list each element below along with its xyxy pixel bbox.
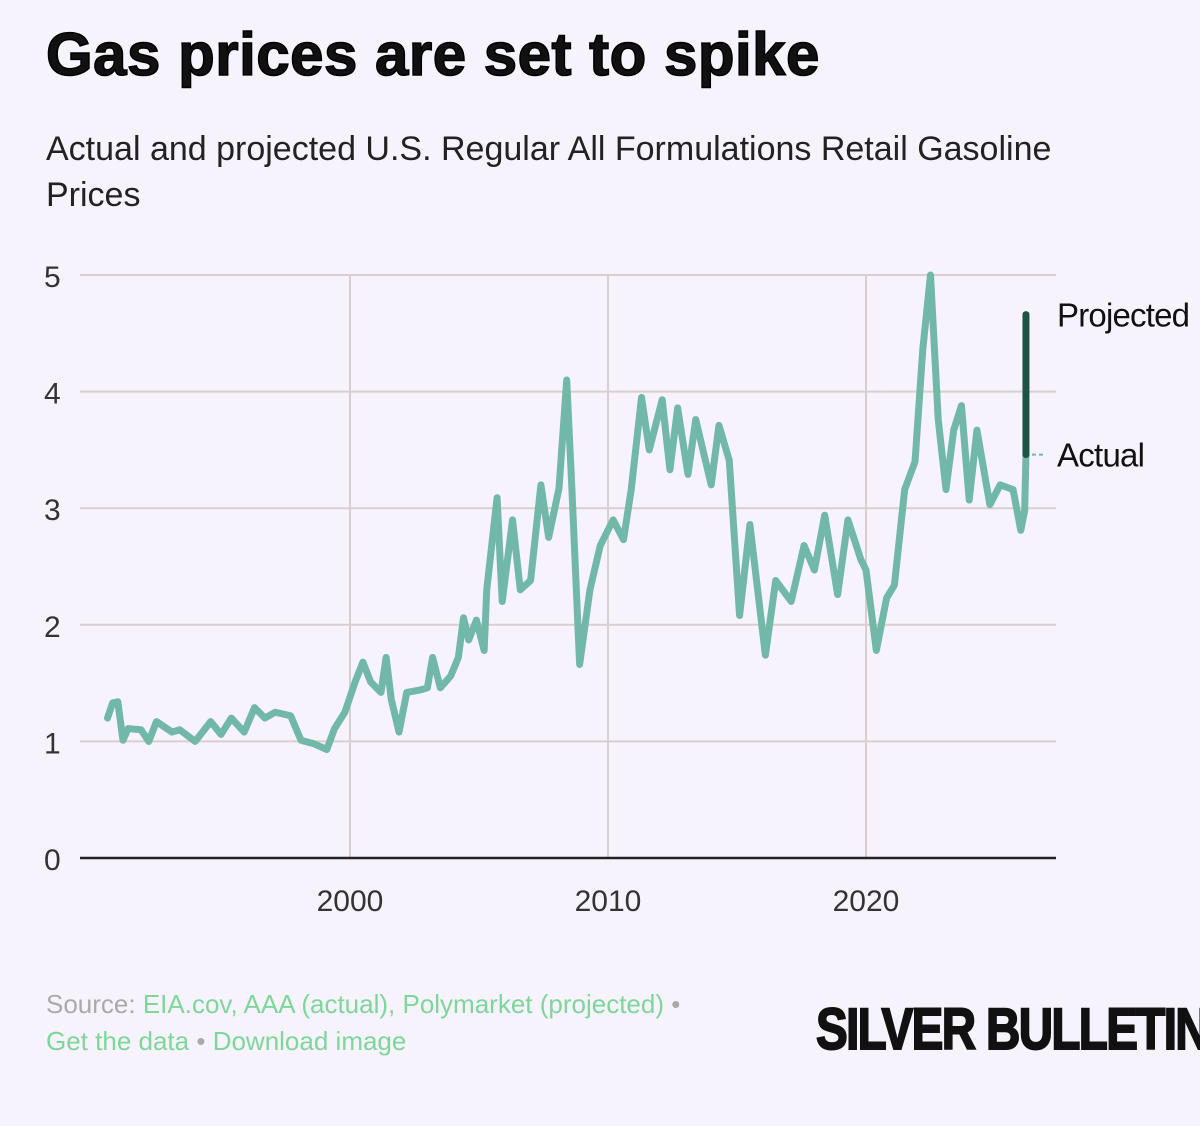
x-tick-label: 2010 [575,885,642,918]
sources-link[interactable]: EIA.cov, AAA (actual), Polymarket (proje… [142,989,665,1019]
chart-title: Gas prices are set to spike [45,20,820,89]
download-image-link[interactable]: Download image [212,1026,407,1056]
chart-subtitle: Actual and projected U.S. Regular All Fo… [46,130,1052,214]
footer: Source: EIA.cov, AAA (actual), Polymarke… [46,986,680,1060]
silver-bulletin-logo: SILVER BULLETIN [815,996,1200,1063]
grid [80,274,1056,860]
separator: • [196,1026,206,1056]
actual-label: Actual [1057,437,1145,474]
x-tick-label: 2020 [833,885,900,918]
x-axis-ticks: 2000 2010 2020 [317,885,900,918]
y-tick-label: 4 [44,378,61,411]
y-axis-ticks: 0 1 2 3 4 5 [44,261,61,877]
projected-label: Projected [1057,297,1190,334]
y-tick-label: 3 [44,494,61,527]
x-tick-label: 2000 [317,885,384,918]
series-labels: Actual Projected [1031,297,1190,474]
actual-series-line [103,271,1030,754]
source-label: Source: [46,989,136,1019]
y-tick-label: 2 [44,611,61,644]
y-tick-label: 1 [44,727,61,760]
line-chart: 0 1 2 3 4 5 2000 2010 2020 Actual Projected [44,261,1190,918]
y-tick-label: 5 [44,261,61,294]
y-tick-label: 0 [44,844,61,877]
separator: • [671,989,681,1019]
get-data-link[interactable]: Get the data [46,1026,190,1056]
series-lines [103,271,1030,754]
